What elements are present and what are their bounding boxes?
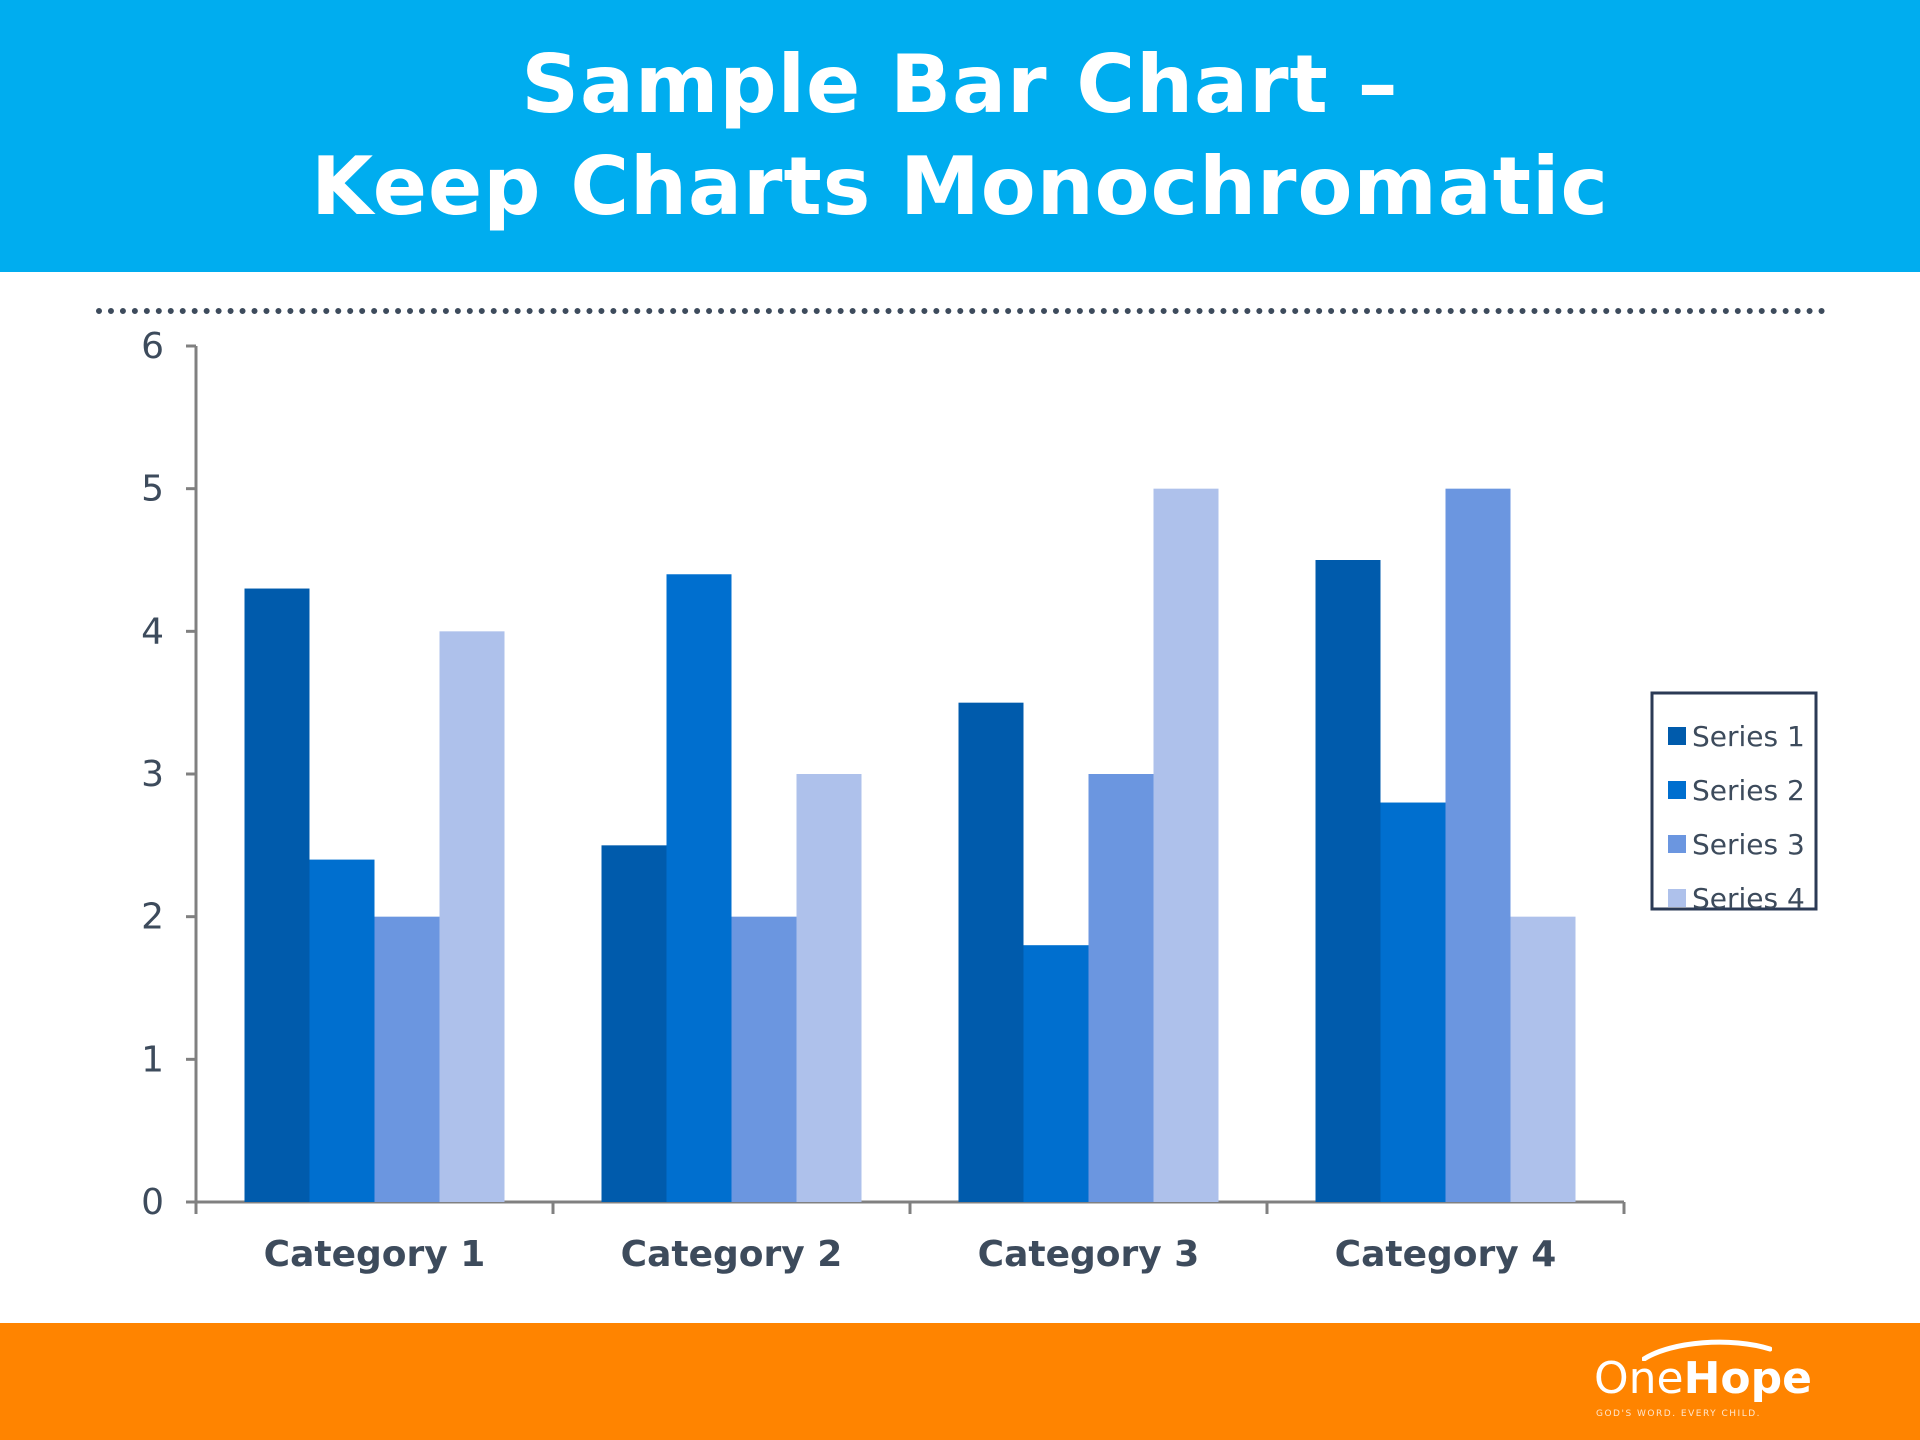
bar (731, 916, 797, 1202)
legend-swatch (1668, 889, 1686, 907)
bar (374, 916, 440, 1202)
category-label: Category 4 (1335, 1234, 1557, 1275)
bar (1380, 802, 1446, 1202)
y-tick-label: 2 (141, 897, 164, 938)
y-tick-label: 0 (141, 1182, 164, 1223)
y-tick-label: 3 (141, 754, 164, 795)
legend-swatch (1668, 835, 1686, 853)
bar (1023, 945, 1089, 1202)
y-tick-label: 5 (141, 469, 164, 510)
logo-hope-text: Hope (1683, 1353, 1812, 1404)
legend-label: Series 3 (1692, 828, 1805, 861)
legend-label: Series 1 (1692, 720, 1805, 753)
y-tick-label: 1 (141, 1039, 164, 1080)
dotted-divider (96, 308, 1826, 314)
logo-tagline: GOD'S WORD. EVERY CHILD. (1596, 1409, 1762, 1419)
y-tick-label: 6 (141, 326, 164, 367)
bar (244, 588, 310, 1202)
logo-swoosh-icon (1642, 1339, 1772, 1361)
logo-one-text: One (1594, 1353, 1684, 1404)
onehope-logo: OneHope GOD'S WORD. EVERY CHILD. (1594, 1339, 1822, 1425)
bar (1510, 916, 1576, 1202)
bar (601, 845, 667, 1202)
legend-box (1650, 691, 1818, 911)
bar (439, 631, 505, 1202)
bar (796, 774, 862, 1202)
bar (666, 574, 732, 1202)
legend-swatch (1668, 727, 1686, 745)
title-line-2: Keep Charts Monochromatic (311, 140, 1609, 233)
category-label: Category 1 (264, 1234, 486, 1275)
bar (1153, 488, 1219, 1202)
bar-chart: 0 1 2 3 4 5 6 Category 1 Category 2 Category 3 Cat… (141, 326, 1818, 1275)
title-line-1: Sample Bar Chart – (521, 38, 1399, 131)
bar (1445, 488, 1511, 1202)
legend-label: Series 2 (1692, 774, 1805, 807)
title-banner: Sample Bar Chart – Keep Charts Monochrom… (0, 0, 1920, 272)
footer-bar: OneHope GOD'S WORD. EVERY CHILD. (0, 1323, 1920, 1440)
bar (1315, 560, 1381, 1202)
logo-wordmark: OneHope (1594, 1353, 1812, 1405)
bar (1088, 774, 1154, 1202)
category-label: Category 3 (978, 1234, 1200, 1275)
bar (309, 859, 375, 1202)
bar (958, 702, 1024, 1202)
legend-swatch (1668, 781, 1686, 799)
legend-label: Series 4 (1692, 882, 1805, 915)
y-tick-label: 4 (141, 611, 164, 652)
category-label: Category 2 (621, 1234, 843, 1275)
